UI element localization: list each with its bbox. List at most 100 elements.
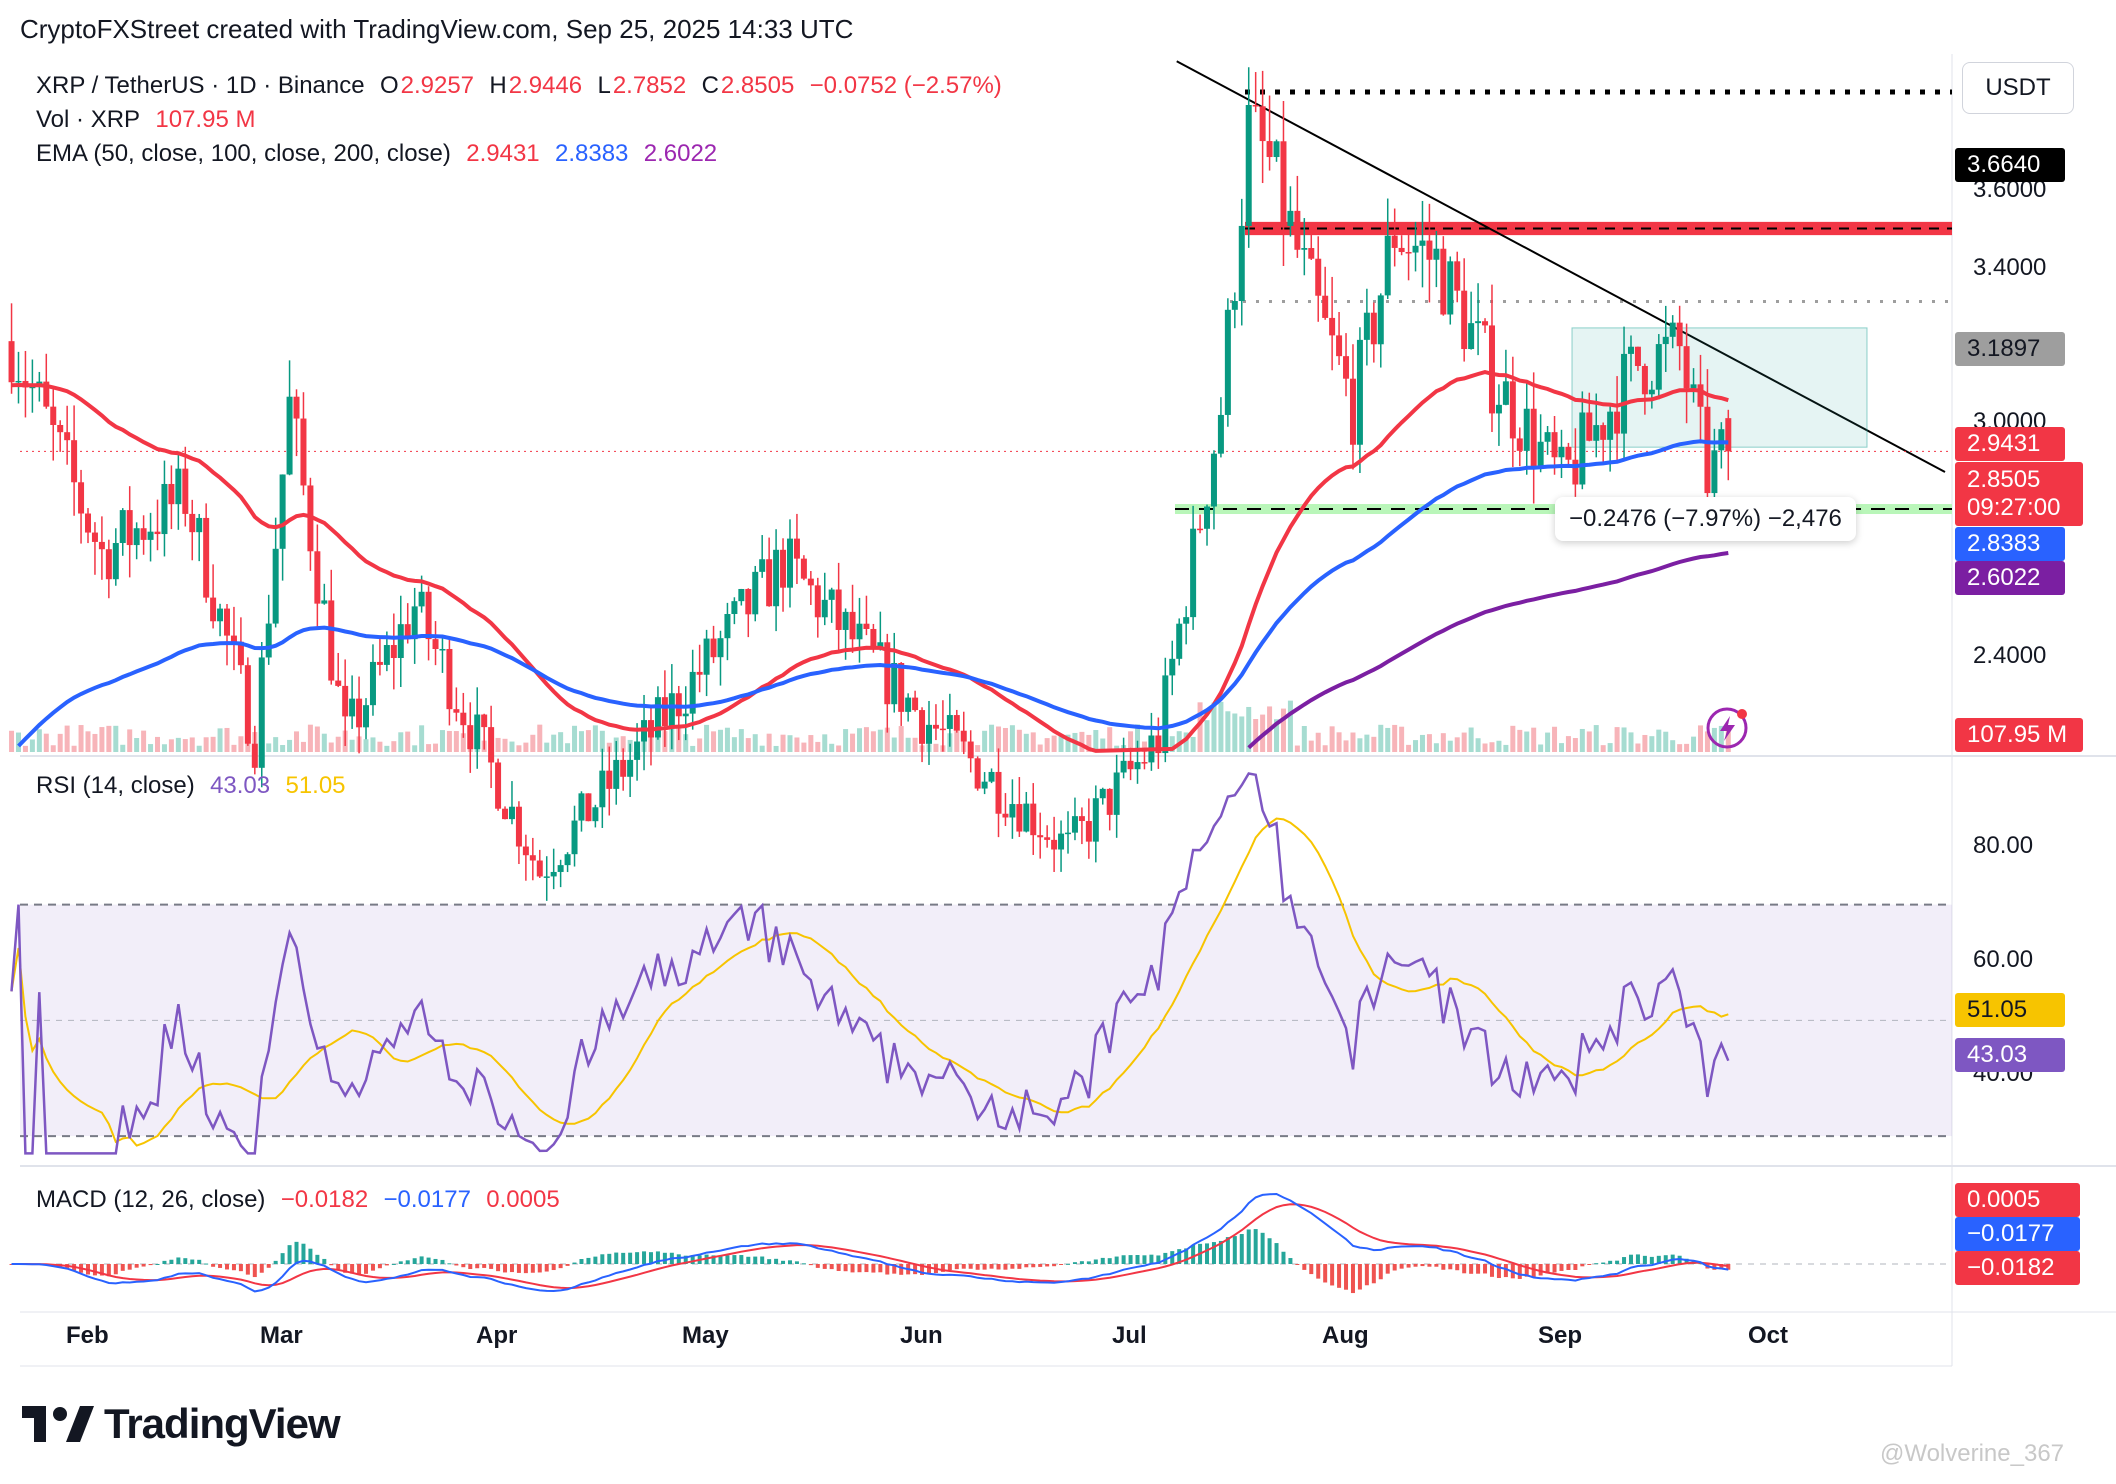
volume-bar <box>856 728 862 752</box>
candle-body <box>599 770 606 808</box>
candle-body <box>349 698 356 717</box>
volume-bar <box>9 730 15 752</box>
candle-body <box>849 611 856 640</box>
volume-bar <box>92 733 98 752</box>
macd-histogram-bar <box>496 1264 501 1272</box>
candle-body <box>953 715 960 731</box>
volume-bar <box>1357 738 1363 752</box>
macd-histogram-bar <box>1038 1264 1043 1267</box>
candle-body <box>1461 290 1468 350</box>
macd-histogram-bar <box>1476 1264 1481 1274</box>
candle-body <box>1078 816 1085 822</box>
macd-histogram-bar <box>357 1264 362 1275</box>
volume-bar <box>287 739 293 752</box>
macd-histogram-bar <box>447 1263 452 1265</box>
candle-body <box>1266 141 1273 158</box>
candle-body <box>1315 258 1322 296</box>
macd-histogram-bar <box>1559 1264 1564 1271</box>
macd-histogram-bar <box>308 1248 313 1264</box>
tradingview-logo-icon <box>22 1406 94 1442</box>
candle-body <box>390 645 397 659</box>
macd-histogram-bar <box>1316 1264 1321 1279</box>
candle-body <box>182 468 189 514</box>
candle-body <box>522 846 529 856</box>
volume-bar <box>1350 732 1356 752</box>
candle-body <box>1495 404 1502 414</box>
candle-body <box>731 601 738 615</box>
volume-bar <box>1628 732 1634 752</box>
volume-bar <box>1079 731 1085 752</box>
candle-body <box>1440 248 1447 315</box>
candle-body <box>411 606 418 640</box>
volume-bar <box>370 737 376 752</box>
macd-histogram-bar <box>503 1264 508 1273</box>
macd-histogram-bar <box>1538 1264 1543 1276</box>
rsi-label: RSI (14, close) <box>36 772 195 799</box>
volume-bar <box>1649 736 1655 752</box>
volume-bar <box>1322 745 1328 752</box>
volume-bar <box>294 731 300 752</box>
candle-body <box>689 671 696 714</box>
volume-bars <box>9 700 1731 752</box>
macd-histogram-bar <box>815 1264 820 1268</box>
volume-bar <box>168 739 174 752</box>
macd-histogram-bar <box>746 1256 751 1264</box>
ema50-line <box>11 370 1729 753</box>
volume-bar <box>155 736 161 752</box>
candle-body <box>1190 528 1197 618</box>
currency-button[interactable]: USDT <box>1962 62 2074 114</box>
macd-histogram-bar <box>440 1259 445 1264</box>
candle-body <box>682 713 689 717</box>
candle-body <box>300 418 307 486</box>
volume-bar <box>433 743 439 752</box>
volume-bar <box>391 741 397 752</box>
candle-body <box>981 781 988 789</box>
macd-histogram-bar <box>183 1258 188 1264</box>
candle-body <box>418 591 425 607</box>
volume-bar <box>398 732 404 752</box>
volume-bar <box>1239 716 1245 752</box>
macd-histogram-bar <box>1364 1264 1369 1286</box>
macd-histogram-bar <box>343 1264 348 1273</box>
candle-body <box>606 770 613 789</box>
macd-histogram-bar <box>197 1259 202 1264</box>
candle-body <box>1294 210 1301 250</box>
candle-body <box>1614 411 1621 434</box>
macd-histogram-bar <box>857 1264 862 1273</box>
volume-bar <box>891 737 897 752</box>
macd-histogram-bar <box>961 1264 966 1269</box>
macd-histogram-bar <box>211 1264 216 1267</box>
macd-histogram-bar <box>1441 1264 1446 1270</box>
candle-body <box>1579 412 1586 485</box>
macd-histogram-bar <box>1427 1264 1432 1267</box>
candle-body <box>1454 261 1461 291</box>
volume-bar <box>1051 735 1057 752</box>
lightning-icon[interactable] <box>1705 706 1751 752</box>
ema50-value: 2.9431 <box>466 140 540 167</box>
x-axis-label: Oct <box>1748 1322 1789 1349</box>
volume-bar <box>148 744 154 752</box>
macd-histogram-bar <box>419 1256 424 1264</box>
candle-body <box>1593 425 1600 441</box>
candle-body <box>1252 105 1259 107</box>
macd-histogram-bar <box>266 1264 271 1268</box>
candle-body <box>807 578 814 586</box>
volume-bar <box>843 729 849 752</box>
candle-body <box>515 806 522 847</box>
macd-histogram-bar <box>1107 1258 1112 1264</box>
volume-bar <box>863 727 869 752</box>
volume-bar <box>141 730 147 752</box>
candle-body <box>654 697 661 738</box>
macd-histogram-bar <box>1295 1264 1300 1265</box>
macd-value: −0.0182 <box>280 1186 369 1213</box>
macd-histogram-bar <box>614 1252 619 1264</box>
candle-body <box>488 727 495 763</box>
macd-histogram-bar <box>1170 1251 1175 1264</box>
candle-body <box>78 482 85 514</box>
candle-body <box>1349 378 1356 445</box>
candle-body <box>439 648 446 651</box>
macd-histogram-bar <box>1434 1264 1439 1267</box>
volume-bar <box>1461 732 1467 752</box>
candle-body <box>585 793 592 822</box>
